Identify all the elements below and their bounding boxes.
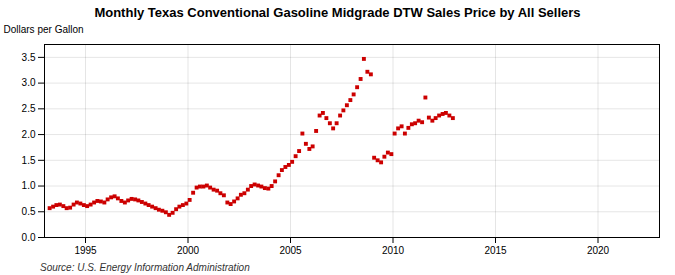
svg-text:2000: 2000 [177,245,200,256]
svg-text:3.0: 3.0 [22,77,36,88]
html-text:Monthly Texas Conventional Gas: Monthly Texas Conventional Gasoline Midg… [94,5,581,20]
svg-text:Dollars per Gallon: Dollars per Gallon [4,24,84,35]
html-text:Source: U.S. Energy Informatio: Source: U.S. Energy Information Administ… [40,262,250,273]
svg-text:3.5: 3.5 [22,52,36,63]
svg-text:2015: 2015 [484,245,507,256]
svg-text:2.0: 2.0 [22,129,36,140]
svg-text:2005: 2005 [279,245,302,256]
svg-text:0.5: 0.5 [22,206,36,217]
svg-text:1.0: 1.0 [22,180,36,191]
svg-text:1995: 1995 [74,245,97,256]
svg-text:2020: 2020 [587,245,610,256]
svg-text:2010: 2010 [382,245,405,256]
svg-text:0.0: 0.0 [22,232,36,243]
svg-text:2.5: 2.5 [22,103,36,114]
svg-text:1.5: 1.5 [22,155,36,166]
